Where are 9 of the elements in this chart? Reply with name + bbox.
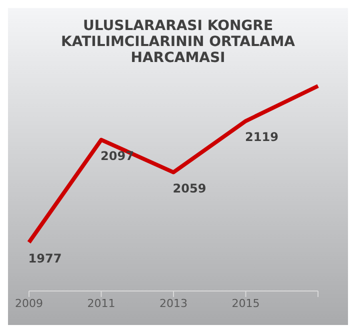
x-tick-label: 2013 [160, 296, 188, 310]
data-label: 2059 [172, 181, 206, 196]
x-tick-label: 2009 [15, 296, 43, 310]
x-tick-label: 2015 [232, 296, 260, 310]
data-label: 1977 [28, 251, 62, 266]
x-tick-label: 2011 [87, 296, 116, 310]
data-label: 2097 [100, 148, 134, 163]
data-label: 2119 [245, 130, 278, 144]
chart-title: ULUSLARARASI KONGRE KATILIMCILARININ ORTALAMA HARCAMASI [60, 17, 296, 66]
